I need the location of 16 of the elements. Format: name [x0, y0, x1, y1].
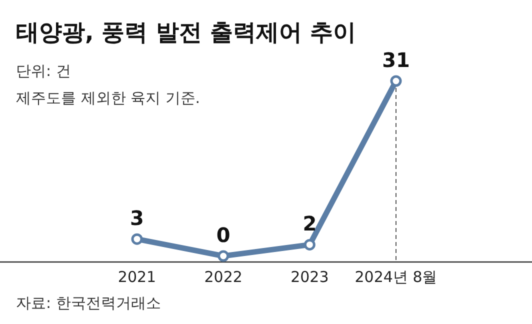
x-tick-label: 2023	[290, 268, 329, 286]
data-label: 3	[130, 206, 144, 230]
annotation: 제주도를 제외한 육지 기준.	[16, 89, 200, 107]
chart-subtitle: 단위: 건	[16, 62, 71, 80]
data-label: 31	[382, 48, 410, 72]
chart-title: 태양광, 풍력 발전 출력제어 추이	[16, 20, 356, 46]
x-tick-label: 2024년 8월	[354, 268, 438, 286]
data-label: 2	[302, 212, 317, 236]
point	[304, 238, 316, 250]
data-label: 0	[216, 223, 230, 247]
x-tick-label: 2022	[204, 268, 242, 286]
point	[131, 233, 143, 245]
x-tick-label: 2021	[118, 268, 156, 286]
text: 자료: 한국전력거래소	[16, 294, 161, 312]
point	[390, 75, 402, 87]
point	[218, 250, 230, 262]
